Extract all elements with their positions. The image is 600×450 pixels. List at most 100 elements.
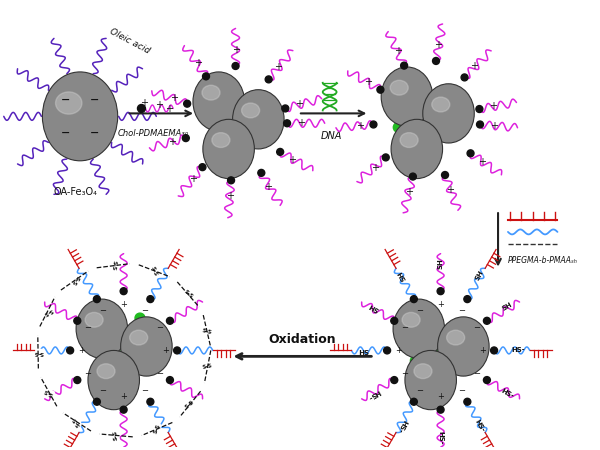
Text: −: − bbox=[416, 306, 423, 315]
Circle shape bbox=[121, 346, 131, 356]
Text: S-S: S-S bbox=[185, 399, 196, 410]
Text: −: − bbox=[84, 323, 91, 332]
Circle shape bbox=[118, 359, 128, 369]
Circle shape bbox=[258, 169, 265, 176]
Text: +: + bbox=[155, 99, 163, 109]
Ellipse shape bbox=[423, 84, 474, 143]
Text: S-S: S-S bbox=[33, 349, 43, 355]
Text: +: + bbox=[470, 61, 478, 71]
Circle shape bbox=[391, 317, 398, 324]
Circle shape bbox=[199, 164, 206, 171]
Circle shape bbox=[419, 92, 429, 102]
Text: HS-: HS- bbox=[500, 388, 515, 400]
Text: S-S: S-S bbox=[202, 328, 212, 335]
Text: −: − bbox=[141, 386, 148, 395]
Text: S-S: S-S bbox=[72, 416, 82, 427]
Text: −: − bbox=[100, 306, 106, 315]
Circle shape bbox=[74, 317, 81, 324]
Circle shape bbox=[433, 346, 443, 356]
Circle shape bbox=[203, 73, 209, 80]
Ellipse shape bbox=[76, 299, 128, 358]
Text: S-S: S-S bbox=[150, 265, 158, 276]
Text: +: + bbox=[79, 346, 85, 355]
Text: +: + bbox=[170, 93, 178, 103]
Circle shape bbox=[438, 366, 448, 376]
Circle shape bbox=[440, 343, 450, 353]
Text: S-S: S-S bbox=[110, 261, 116, 271]
Circle shape bbox=[67, 347, 74, 354]
Circle shape bbox=[377, 86, 384, 93]
Circle shape bbox=[74, 377, 81, 383]
Text: S-S: S-S bbox=[41, 307, 53, 316]
Text: +: + bbox=[394, 46, 402, 56]
Text: HS-: HS- bbox=[473, 418, 485, 433]
Circle shape bbox=[120, 288, 127, 295]
Text: −: − bbox=[401, 369, 408, 378]
Circle shape bbox=[232, 63, 239, 69]
Text: −: − bbox=[156, 369, 163, 378]
Circle shape bbox=[370, 121, 377, 128]
Text: +: + bbox=[490, 121, 498, 131]
Text: +: + bbox=[162, 346, 169, 355]
Circle shape bbox=[127, 343, 136, 353]
Circle shape bbox=[104, 377, 114, 387]
Circle shape bbox=[437, 406, 444, 413]
Circle shape bbox=[412, 119, 422, 129]
Text: Oleic acid: Oleic acid bbox=[108, 27, 151, 55]
Circle shape bbox=[383, 347, 391, 354]
Text: +: + bbox=[434, 40, 442, 50]
Ellipse shape bbox=[402, 312, 420, 327]
Text: +: + bbox=[120, 300, 127, 309]
Circle shape bbox=[137, 104, 145, 112]
Text: +: + bbox=[395, 346, 403, 355]
Circle shape bbox=[467, 150, 474, 157]
Text: +: + bbox=[264, 181, 272, 192]
Circle shape bbox=[409, 173, 416, 180]
Circle shape bbox=[394, 122, 403, 132]
Text: S-S: S-S bbox=[70, 275, 80, 286]
Text: +: + bbox=[356, 121, 364, 131]
Circle shape bbox=[476, 121, 484, 128]
Text: +: + bbox=[169, 137, 176, 147]
Ellipse shape bbox=[381, 67, 433, 126]
Circle shape bbox=[94, 296, 100, 302]
Circle shape bbox=[458, 119, 468, 129]
Circle shape bbox=[410, 398, 418, 405]
Circle shape bbox=[94, 398, 100, 405]
Text: SH: SH bbox=[437, 258, 443, 269]
Text: +: + bbox=[190, 174, 197, 184]
Circle shape bbox=[484, 317, 490, 324]
Text: +: + bbox=[479, 346, 485, 355]
Circle shape bbox=[491, 347, 497, 354]
Text: S-S: S-S bbox=[202, 363, 213, 370]
Text: SH: SH bbox=[358, 347, 369, 353]
Ellipse shape bbox=[203, 119, 254, 179]
Text: +: + bbox=[274, 62, 281, 72]
Text: −: − bbox=[100, 386, 106, 395]
Circle shape bbox=[282, 105, 289, 112]
Circle shape bbox=[147, 296, 154, 302]
Circle shape bbox=[173, 347, 181, 354]
Circle shape bbox=[407, 342, 418, 351]
Text: −: − bbox=[89, 94, 99, 104]
Text: +: + bbox=[140, 98, 148, 108]
Text: +: + bbox=[446, 185, 454, 195]
Text: −: − bbox=[84, 369, 91, 378]
Ellipse shape bbox=[393, 299, 445, 358]
Circle shape bbox=[182, 135, 189, 142]
Text: S-S: S-S bbox=[113, 430, 119, 441]
Circle shape bbox=[120, 337, 130, 347]
Circle shape bbox=[425, 121, 434, 130]
Circle shape bbox=[434, 347, 444, 357]
Circle shape bbox=[484, 377, 490, 383]
Text: SH: SH bbox=[397, 269, 407, 281]
Circle shape bbox=[166, 317, 173, 324]
Text: +: + bbox=[437, 300, 444, 309]
Circle shape bbox=[410, 356, 421, 365]
Ellipse shape bbox=[97, 364, 115, 378]
Circle shape bbox=[149, 357, 158, 367]
Text: +: + bbox=[165, 104, 173, 114]
Text: OA-Fe₃O₄: OA-Fe₃O₄ bbox=[53, 188, 97, 198]
Text: S-S: S-S bbox=[43, 387, 55, 396]
Circle shape bbox=[422, 318, 433, 328]
